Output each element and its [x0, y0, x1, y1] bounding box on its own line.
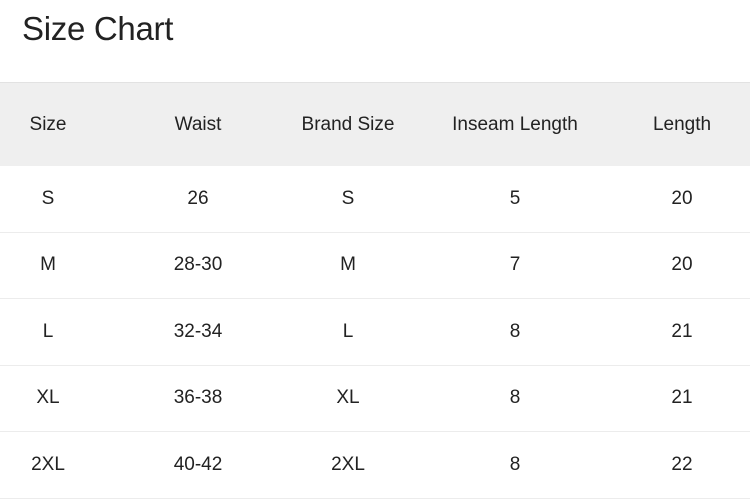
cell-inseam-length: 5	[509, 187, 521, 209]
cell-size: L	[42, 320, 54, 342]
header-inseam-length: Inseam Length	[452, 113, 578, 135]
cell-inseam-length: 8	[509, 453, 521, 475]
cell-size: M	[40, 254, 56, 276]
cell-inseam-length: 8	[509, 320, 521, 342]
cell-waist: 36-38	[173, 387, 223, 409]
header-size: Size	[29, 113, 67, 135]
table-row: 2XL 40-42 2XL 8 22	[0, 432, 750, 499]
table-row: L 32-34 L 8 21	[0, 299, 750, 366]
table-row: S 26 S 5 20	[0, 166, 750, 233]
cell-inseam-length: 7	[509, 254, 521, 276]
page-title: Size Chart	[22, 10, 174, 47]
cell-size: XL	[36, 387, 60, 409]
cell-length: 22	[671, 453, 693, 475]
cell-length: 20	[671, 187, 693, 209]
cell-length: 21	[671, 320, 693, 342]
cell-waist: 28-30	[173, 254, 223, 276]
cell-brand-size: XL	[336, 387, 360, 409]
cell-size: 2XL	[31, 453, 65, 475]
cell-waist: 32-34	[173, 320, 223, 342]
header-brand-size: Brand Size	[301, 113, 395, 135]
cell-length: 20	[671, 254, 693, 276]
header-waist: Waist	[174, 113, 222, 135]
cell-brand-size: M	[340, 254, 356, 276]
table-header-row: Size Waist Brand Size Inseam Length Leng…	[0, 82, 750, 166]
cell-size: S	[41, 187, 55, 209]
cell-brand-size: S	[341, 187, 355, 209]
cell-waist: 26	[187, 187, 209, 209]
cell-inseam-length: 8	[509, 387, 521, 409]
header-length: Length	[652, 113, 712, 135]
table-row: XL 36-38 XL 8 21	[0, 366, 750, 432]
cell-brand-size: L	[342, 320, 354, 342]
cell-length: 21	[671, 387, 693, 409]
cell-brand-size: 2XL	[331, 453, 365, 475]
table-row: M 28-30 M 7 20	[0, 233, 750, 299]
cell-waist: 40-42	[173, 453, 223, 475]
size-chart-table: Size Waist Brand Size Inseam Length Leng…	[0, 82, 750, 499]
